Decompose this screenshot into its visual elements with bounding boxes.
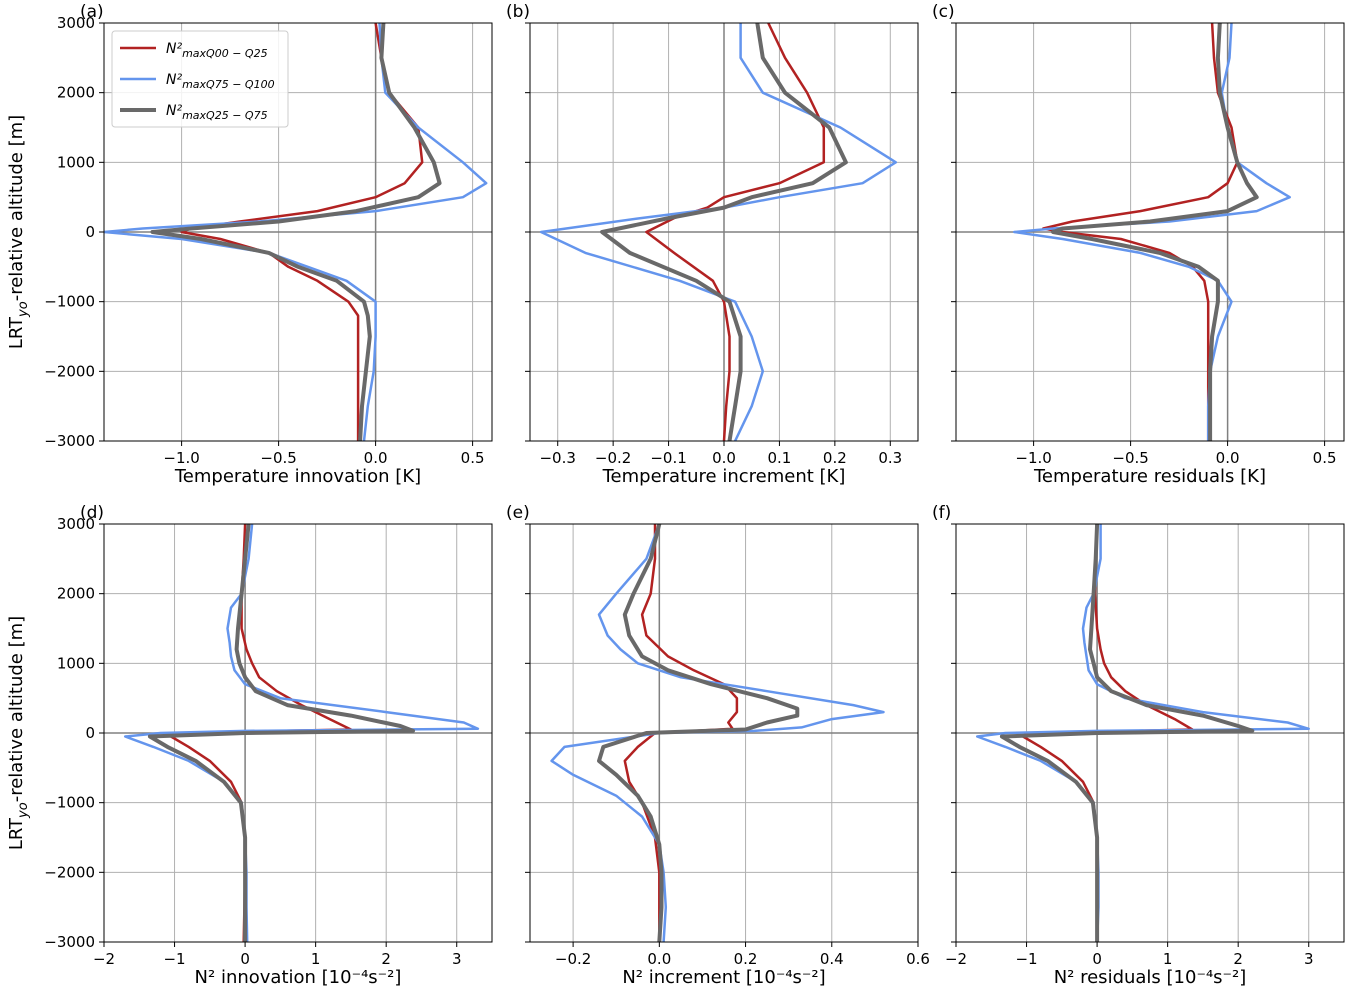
x-axis-label: N² innovation [10⁻⁴s⁻²] [195, 967, 402, 988]
panel-e: −0.2 0.0 0.2 0.4 0.6 N² increment [10⁻⁴s⁻²] (e… [506, 503, 930, 988]
x-axis-label: N² residuals [10⁻⁴s⁻²] [1054, 967, 1247, 988]
series-line-q25_q75 [999, 524, 1255, 942]
x-tick-label: 0.0 [712, 449, 736, 467]
panel-letter: (d) [80, 503, 104, 523]
x-tick-label: −2 [93, 950, 115, 968]
y-tick-label: 2000 [57, 84, 95, 102]
x-tick-label: −1 [163, 950, 185, 968]
legend-box [111, 30, 289, 128]
y-axis-label: LRTyo-relative altitude [m] [6, 115, 31, 349]
y-tick-label: 0 [85, 724, 95, 742]
x-tick-label: 1 [1163, 950, 1173, 968]
series-line-q25_q75 [597, 524, 800, 942]
legend-label: N²maxQ75 − Q100 [166, 72, 275, 91]
x-tick-label: −0.3 [539, 449, 575, 467]
x-tick-label: 3 [1304, 950, 1314, 968]
y-tick-label: 3000 [57, 515, 95, 533]
legend-label: N²maxQ00 − Q25 [166, 41, 268, 60]
series-line-q75_q100 [104, 23, 488, 441]
x-tick-label: −1.0 [163, 449, 199, 467]
series-line-q00_q25 [623, 524, 739, 942]
legend-label: N²maxQ25 − Q75 [166, 103, 268, 122]
x-axis-label: Temperature innovation [K] [174, 466, 421, 487]
panel-d: −2 −1 0 1 2 3 −3000 −2000 −1000 0 1000 2000 3000 N² i… [6, 503, 493, 988]
x-tick-label: −0.2 [555, 950, 591, 968]
x-tick-label: −0.1 [650, 449, 686, 467]
x-tick-label: −1 [1015, 950, 1037, 968]
y-tick-label: 1000 [57, 654, 95, 672]
x-tick-label: −0.5 [260, 449, 296, 467]
series-line-q25_q75 [147, 524, 415, 942]
x-tick-label: 0.1 [767, 449, 791, 467]
x-tick-label: 0.6 [906, 950, 930, 968]
x-tick-label: −1.0 [1015, 449, 1051, 467]
x-tick-label: 0.5 [1313, 449, 1337, 467]
legend: N²maxQ00 − Q25 N²maxQ75 − Q100 N²maxQ25 − … [111, 30, 289, 128]
panel-letter: (c) [932, 2, 955, 22]
x-tick-label: 0.0 [364, 449, 388, 467]
panel-c: −1.0 −0.5 0.0 0.5 Temperature residuals [K] (… [932, 2, 1345, 487]
x-tick-label: 0.4 [820, 950, 844, 968]
panel-f: −2 −1 0 1 2 3 N² residuals [10⁻⁴s⁻²] (f) [932, 503, 1345, 988]
x-tick-label: −2 [945, 950, 967, 968]
y-tick-label: −1000 [44, 794, 95, 812]
x-tick-label: 0.2 [734, 950, 758, 968]
panel-b: −0.3 −0.2 −0.1 0.0 0.1 0.2 0.3 Temperature incr… [506, 2, 919, 487]
y-tick-label: 3000 [57, 14, 95, 32]
x-tick-label: 0.3 [878, 449, 902, 467]
panel-letter: (a) [80, 2, 104, 22]
x-tick-label: 1 [311, 950, 321, 968]
x-tick-label: −0.5 [1112, 449, 1148, 467]
x-tick-label: 0.0 [1216, 449, 1240, 467]
series-line-q25_q75 [150, 23, 442, 441]
y-tick-label: −2000 [44, 362, 95, 380]
x-tick-label: 0 [240, 950, 250, 968]
x-axis-label: N² increment [10⁻⁴s⁻²] [622, 967, 825, 988]
panel-letter: (e) [506, 503, 530, 523]
panel-letter: (f) [932, 503, 951, 523]
x-tick-label: 0.2 [823, 449, 847, 467]
x-axis-label: Temperature increment [K] [602, 466, 846, 487]
y-tick-label: 2000 [57, 585, 95, 603]
panel-letter: (b) [506, 2, 530, 22]
x-tick-label: 0.5 [461, 449, 485, 467]
series-line-q75_q100 [550, 524, 885, 942]
y-tick-label: −3000 [44, 432, 95, 450]
y-tick-label: −2000 [44, 863, 95, 881]
series-line-q25_q75 [1051, 23, 1259, 441]
x-tick-label: −0.2 [595, 449, 631, 467]
y-axis-label: LRTyo-relative altitude [m] [6, 616, 31, 850]
panel-a: −1.0 −0.5 0.0 0.5 −3000 −2000 −1000 0 1000 2000 30… [6, 2, 493, 487]
y-tick-label: 0 [85, 223, 95, 241]
y-tick-label: −3000 [44, 933, 95, 951]
x-tick-label: 2 [381, 950, 391, 968]
y-tick-label: 1000 [57, 153, 95, 171]
x-tick-label: 3 [452, 950, 462, 968]
y-tick-label: −1000 [44, 293, 95, 311]
x-axis-label: Temperature residuals [K] [1033, 466, 1266, 487]
x-tick-label: 0 [1092, 950, 1102, 968]
series-line-q25_q75 [600, 23, 848, 441]
x-tick-label: 2 [1233, 950, 1243, 968]
x-tick-label: 0.0 [647, 950, 671, 968]
